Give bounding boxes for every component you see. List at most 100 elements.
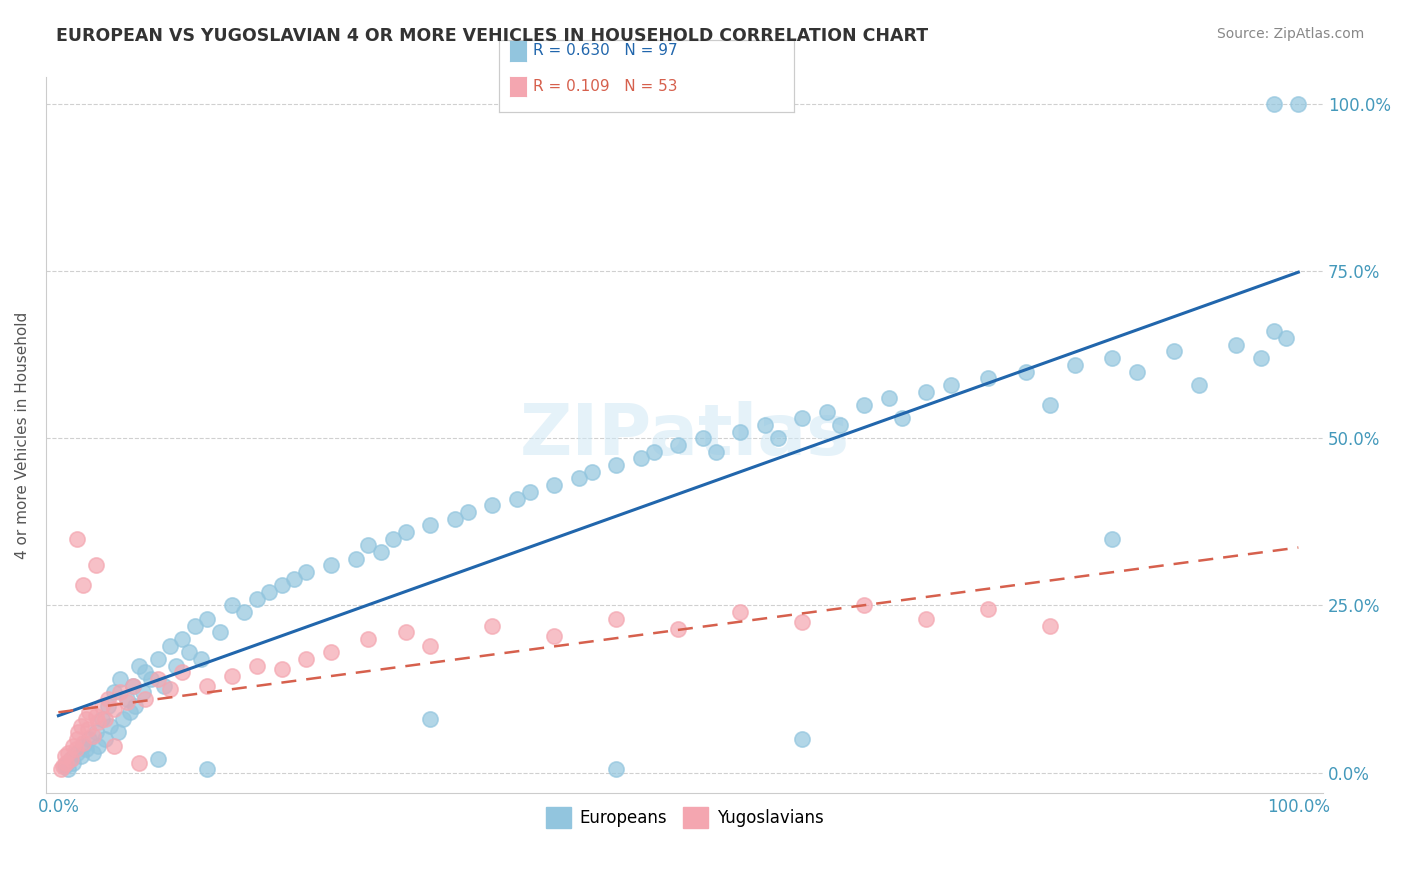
Point bbox=[131, 685, 153, 699]
Point bbox=[257, 585, 280, 599]
Point bbox=[568, 471, 591, 485]
Point bbox=[190, 652, 212, 666]
Point bbox=[55, 756, 77, 770]
Point bbox=[1014, 365, 1036, 379]
Point bbox=[1263, 325, 1285, 339]
Point bbox=[394, 625, 416, 640]
Point bbox=[177, 645, 200, 659]
Point bbox=[704, 444, 727, 458]
Point bbox=[1263, 97, 1285, 112]
Point bbox=[107, 725, 129, 739]
Point bbox=[110, 685, 132, 699]
Point bbox=[1039, 618, 1062, 632]
Point bbox=[481, 618, 503, 632]
Point bbox=[1275, 331, 1298, 345]
Point bbox=[246, 658, 269, 673]
Point bbox=[853, 599, 876, 613]
Point bbox=[1101, 532, 1123, 546]
Point bbox=[172, 632, 194, 646]
Point bbox=[444, 511, 467, 525]
Point bbox=[233, 605, 256, 619]
Point bbox=[77, 722, 100, 736]
Point bbox=[58, 746, 80, 760]
Point bbox=[605, 458, 627, 472]
Point bbox=[419, 712, 441, 726]
Point bbox=[915, 384, 938, 399]
Point bbox=[58, 762, 80, 776]
Point bbox=[481, 498, 503, 512]
Point bbox=[221, 599, 243, 613]
Point bbox=[90, 698, 112, 713]
Point bbox=[419, 518, 441, 533]
Point bbox=[1064, 358, 1087, 372]
Point bbox=[419, 639, 441, 653]
Point bbox=[506, 491, 529, 506]
Point bbox=[792, 411, 814, 425]
Point bbox=[543, 629, 565, 643]
Point bbox=[730, 425, 752, 439]
Point bbox=[62, 756, 84, 770]
Point bbox=[270, 662, 292, 676]
Point bbox=[84, 708, 107, 723]
Point bbox=[69, 748, 91, 763]
Point bbox=[283, 572, 305, 586]
Point bbox=[382, 532, 405, 546]
Point bbox=[915, 612, 938, 626]
Point bbox=[394, 524, 416, 539]
Point bbox=[59, 752, 82, 766]
Point bbox=[815, 404, 838, 418]
Point bbox=[103, 685, 125, 699]
Point bbox=[72, 735, 94, 749]
Point bbox=[643, 444, 665, 458]
Point bbox=[939, 378, 962, 392]
Point bbox=[195, 762, 218, 776]
Point bbox=[270, 578, 292, 592]
Point bbox=[295, 652, 318, 666]
Point bbox=[75, 742, 97, 756]
Point bbox=[66, 532, 89, 546]
Point bbox=[134, 665, 156, 680]
Point bbox=[766, 431, 789, 445]
Point bbox=[159, 639, 181, 653]
Point bbox=[195, 612, 218, 626]
Point bbox=[221, 668, 243, 682]
Point bbox=[134, 692, 156, 706]
Point bbox=[87, 715, 110, 730]
Point bbox=[1225, 338, 1247, 352]
Point bbox=[519, 484, 541, 499]
Text: R = 0.630   N = 97: R = 0.630 N = 97 bbox=[533, 44, 678, 58]
Text: R = 0.109   N = 53: R = 0.109 N = 53 bbox=[533, 79, 678, 94]
Point bbox=[100, 719, 122, 733]
Text: Source: ZipAtlas.com: Source: ZipAtlas.com bbox=[1216, 27, 1364, 41]
Text: ZIPatlas: ZIPatlas bbox=[519, 401, 849, 469]
Point bbox=[172, 665, 194, 680]
Point bbox=[1286, 97, 1309, 112]
Point bbox=[97, 692, 120, 706]
Point bbox=[152, 679, 174, 693]
Point bbox=[246, 591, 269, 606]
Point bbox=[1039, 398, 1062, 412]
Point bbox=[66, 746, 89, 760]
Point bbox=[146, 672, 169, 686]
Text: EUROPEAN VS YUGOSLAVIAN 4 OR MORE VEHICLES IN HOUSEHOLD CORRELATION CHART: EUROPEAN VS YUGOSLAVIAN 4 OR MORE VEHICL… bbox=[56, 27, 928, 45]
Point bbox=[90, 712, 112, 726]
Point bbox=[103, 702, 125, 716]
Point bbox=[146, 652, 169, 666]
Point bbox=[730, 605, 752, 619]
Point bbox=[159, 681, 181, 696]
Point bbox=[65, 742, 87, 756]
Point bbox=[146, 752, 169, 766]
Point bbox=[49, 762, 72, 776]
Point bbox=[53, 759, 76, 773]
Point bbox=[605, 612, 627, 626]
Point bbox=[94, 732, 117, 747]
Point bbox=[295, 565, 318, 579]
Point bbox=[94, 712, 117, 726]
Point bbox=[792, 615, 814, 630]
Point bbox=[111, 712, 134, 726]
Point bbox=[59, 752, 82, 766]
Point bbox=[754, 417, 776, 432]
Point bbox=[344, 551, 367, 566]
Point bbox=[53, 748, 76, 763]
Legend: Europeans, Yugoslavians: Europeans, Yugoslavians bbox=[538, 801, 830, 834]
